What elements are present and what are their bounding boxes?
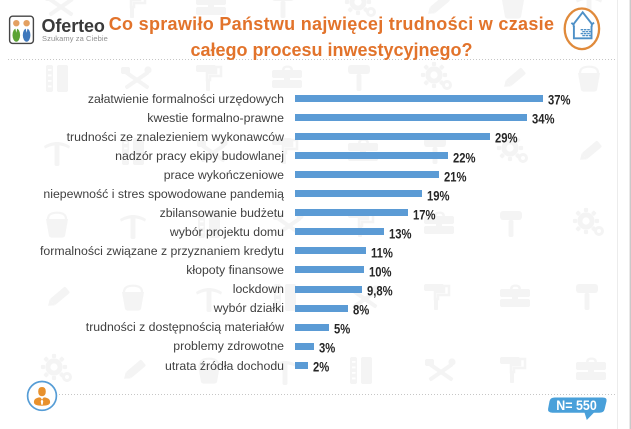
svg-text:N= 550: N= 550 [556,397,597,413]
